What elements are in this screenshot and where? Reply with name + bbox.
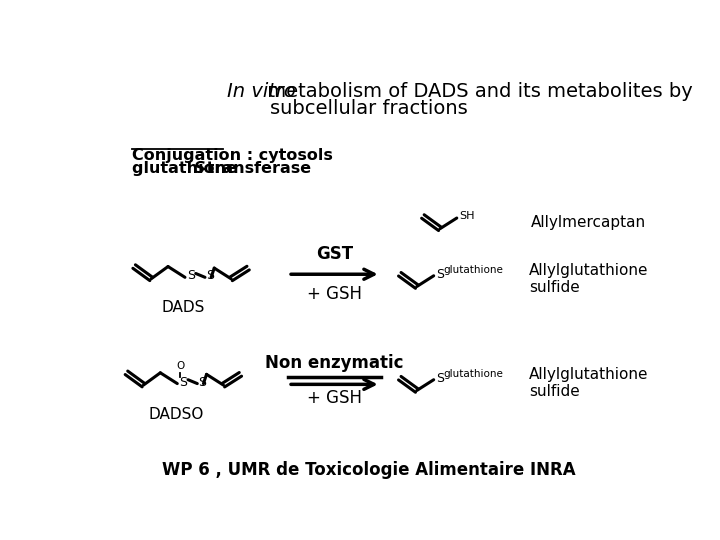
Text: SH: SH <box>459 212 474 221</box>
Text: Conjugation : cytosols: Conjugation : cytosols <box>132 148 333 163</box>
Text: Allylglutathione
sulfide: Allylglutathione sulfide <box>529 262 649 295</box>
Text: S: S <box>187 269 195 282</box>
Text: In vitro: In vitro <box>227 82 295 101</box>
Text: S: S <box>194 161 205 176</box>
Text: subcellular fractions: subcellular fractions <box>270 99 468 118</box>
Text: S: S <box>206 269 214 282</box>
Text: Allylmercaptan: Allylmercaptan <box>531 215 646 230</box>
Text: metabolism of DADS and its metabolites by: metabolism of DADS and its metabolites b… <box>261 82 693 101</box>
Text: GST: GST <box>316 246 353 264</box>
Text: O: O <box>176 361 184 372</box>
Text: glutathione: glutathione <box>132 161 243 176</box>
Text: glutathione: glutathione <box>443 265 503 275</box>
Text: -transferase: -transferase <box>200 161 312 176</box>
Text: S: S <box>436 268 444 281</box>
Text: DADS: DADS <box>162 300 205 315</box>
Text: + GSH: + GSH <box>307 389 362 407</box>
Text: + GSH: + GSH <box>307 285 362 303</box>
Text: S: S <box>198 375 206 389</box>
Text: Non enzymatic: Non enzymatic <box>265 354 404 372</box>
Text: WP 6 , UMR de Toxicologie Alimentaire INRA: WP 6 , UMR de Toxicologie Alimentaire IN… <box>162 461 576 480</box>
Text: glutathione: glutathione <box>443 369 503 379</box>
Text: Allylglutathione
sulfide: Allylglutathione sulfide <box>529 367 649 399</box>
Text: S: S <box>179 375 188 389</box>
Text: DADSO: DADSO <box>148 408 204 422</box>
Text: S: S <box>436 372 444 384</box>
